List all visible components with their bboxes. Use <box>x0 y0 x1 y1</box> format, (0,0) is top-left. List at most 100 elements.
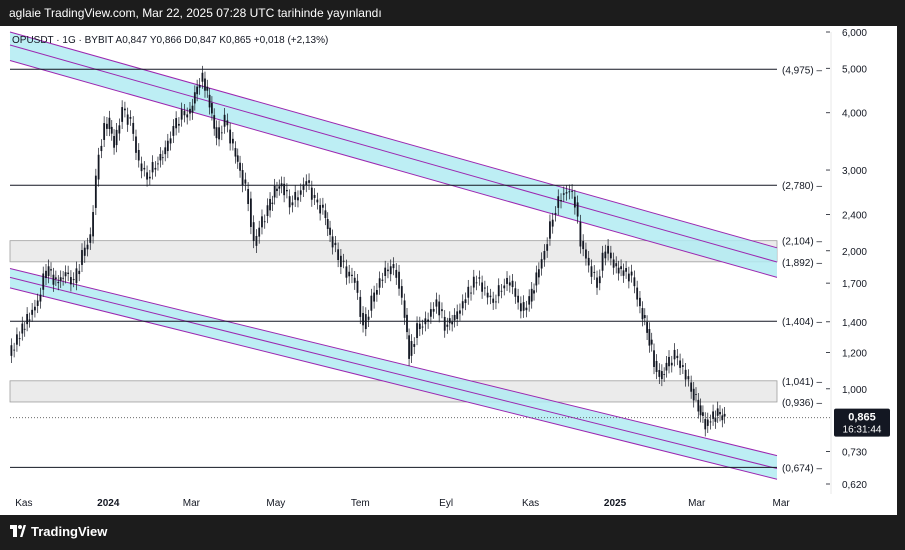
candle-body <box>676 355 679 359</box>
candle-body <box>280 183 283 187</box>
candle-body <box>229 129 232 144</box>
candle-body <box>721 415 724 421</box>
candle-body <box>607 245 609 254</box>
candle-body <box>258 227 261 237</box>
bar-countdown: 16:31:44 <box>843 425 882 436</box>
candle-body <box>302 184 305 190</box>
candle-body <box>598 276 601 284</box>
candle-body <box>16 334 18 345</box>
candle-body <box>660 371 663 380</box>
candle-body <box>500 290 503 292</box>
candle-body <box>387 269 389 272</box>
candle-body <box>234 148 237 157</box>
price-tick-label: 5,000 <box>842 64 867 75</box>
candle-body <box>86 244 89 250</box>
candle-body <box>129 117 132 119</box>
level-label: (2,780) – <box>782 181 822 192</box>
tradingview-brand[interactable]: TradingView <box>10 524 107 539</box>
price-tick-label: 2,400 <box>842 210 867 221</box>
candle-body <box>271 202 274 204</box>
candle-body <box>375 290 378 295</box>
candle-body <box>497 285 500 297</box>
candle-body <box>709 421 712 423</box>
candle-body <box>641 308 644 320</box>
candle-body <box>571 191 573 192</box>
candle-body <box>483 287 486 289</box>
candle-body <box>395 269 398 278</box>
chart-frame[interactable]: 0,865 16:31:44 6,000 5,000 4,000 3,000 2,400 2… <box>0 26 897 515</box>
candle-body <box>261 216 263 228</box>
candle-body <box>557 196 560 208</box>
candle-body <box>196 86 199 95</box>
candle-body <box>351 274 353 277</box>
candle-body <box>448 318 451 324</box>
candle-body <box>530 288 533 302</box>
candle-body <box>113 135 115 148</box>
time-tick-label: Tem <box>351 498 370 509</box>
candle-body <box>441 309 443 312</box>
candle-body <box>643 315 646 319</box>
candle-body <box>36 300 39 306</box>
candle-body <box>276 188 278 192</box>
candle-body <box>576 202 579 217</box>
candle-body <box>316 199 319 203</box>
price-tick-label: 1,700 <box>842 279 867 290</box>
candle-body <box>413 344 416 347</box>
lower-channel-outer-top-line <box>9 267 778 457</box>
candle-body <box>146 172 148 180</box>
candle-body <box>639 297 641 307</box>
candle-body <box>201 72 204 82</box>
candle-body <box>596 277 598 288</box>
time-tick-label: 2024 <box>97 498 120 509</box>
candle-body <box>161 157 164 159</box>
zone-bottom-label: (0,936) – <box>782 398 822 409</box>
publish-header: aglaie TradingView.com, Mar 22, 2025 07:… <box>0 0 905 26</box>
time-tick-label: Mar <box>773 498 791 509</box>
candle-body <box>54 277 57 279</box>
candle-body <box>453 314 456 321</box>
candle-body <box>143 167 146 170</box>
candle-body <box>429 309 432 317</box>
candle-body <box>115 129 118 146</box>
candle-body <box>508 282 511 286</box>
candle-body <box>438 301 441 316</box>
candle-body <box>64 272 67 277</box>
candle-body <box>424 318 427 325</box>
candle-body <box>706 419 709 426</box>
candle-body <box>124 108 126 111</box>
candle-body <box>695 393 697 395</box>
last-price-badge <box>834 408 890 437</box>
candle-body <box>118 125 121 134</box>
candle-body <box>313 195 316 198</box>
candle-body <box>506 277 508 284</box>
candle-body <box>582 241 585 250</box>
candle-body <box>67 272 70 274</box>
footer-bar: TradingView <box>0 515 905 550</box>
price-tick-label: 6,000 <box>842 28 867 39</box>
candle-body <box>617 267 620 274</box>
candle-body <box>690 382 693 392</box>
candle-body <box>481 282 484 292</box>
candle-body <box>220 132 223 134</box>
candle-body <box>699 405 702 416</box>
candle-body <box>625 268 627 272</box>
time-tick-label: Mar <box>183 498 201 509</box>
candle-body <box>590 266 593 277</box>
candle-body <box>299 190 302 195</box>
candle-body <box>89 234 92 243</box>
lower-channel-mid-line <box>9 276 778 470</box>
candle-body <box>285 189 288 192</box>
candle-body <box>418 323 421 330</box>
level-label: (4,975) – <box>782 65 822 76</box>
candle-body <box>137 149 140 161</box>
candle-body <box>172 126 175 136</box>
candle-body <box>329 227 331 235</box>
price-tick-label: 0,730 <box>842 447 867 458</box>
candle-body <box>121 107 124 122</box>
candle-body <box>151 162 154 173</box>
candle-body <box>180 109 183 120</box>
candle-body <box>106 123 108 129</box>
candle-body <box>560 200 562 202</box>
candle-body <box>81 250 83 265</box>
